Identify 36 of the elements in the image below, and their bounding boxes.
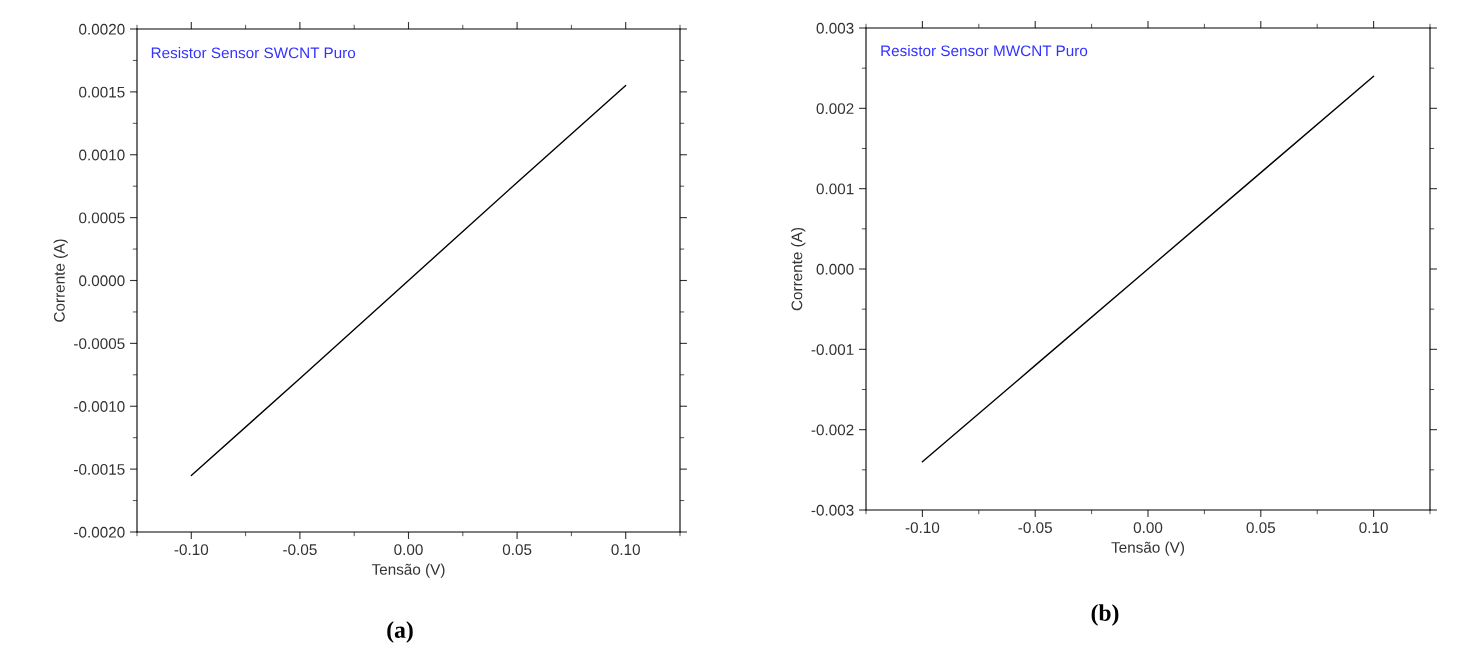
y-tick-label: -0.003 bbox=[811, 504, 854, 516]
x-axis-title: Tensão (V) bbox=[1111, 541, 1184, 556]
x-tick-label: 0.00 bbox=[1133, 522, 1163, 534]
y-tick-label: 0.003 bbox=[816, 22, 854, 34]
text: (b) bbox=[1091, 604, 1119, 626]
y-tick-label: 0.0010 bbox=[79, 149, 125, 161]
y-tick-label: 0.0015 bbox=[79, 86, 125, 98]
x-tick-label: 0.05 bbox=[502, 544, 532, 556]
y-tick-label: -0.0015 bbox=[74, 463, 125, 475]
y-tick-label: -0.0020 bbox=[74, 526, 125, 538]
x-tick-label: -0.05 bbox=[283, 544, 317, 556]
y-tick-label: 0.0020 bbox=[79, 23, 125, 35]
y-tick-label: 0.000 bbox=[816, 263, 854, 275]
y-tick-label: -0.002 bbox=[811, 424, 854, 436]
y-axis-title: Corrente (A) bbox=[53, 239, 68, 322]
y-tick-label: 0.0005 bbox=[79, 212, 125, 224]
x-tick-label: -0.05 bbox=[1018, 522, 1052, 534]
x-tick-label: 0.10 bbox=[611, 544, 640, 556]
y-tick-label: 0.001 bbox=[816, 183, 854, 195]
text: Resistor Sensor SWCNT Puro bbox=[151, 47, 356, 59]
text: (a) bbox=[387, 621, 413, 643]
line-series bbox=[921, 75, 1375, 463]
y-tick-label: 0.0000 bbox=[79, 275, 125, 287]
y-tick-label: -0.0010 bbox=[74, 401, 125, 412]
y-tick-label: -0.001 bbox=[811, 344, 854, 356]
line-series bbox=[190, 84, 627, 477]
x-tick-label: 0.00 bbox=[394, 544, 423, 556]
y-tick-label: -0.0005 bbox=[74, 338, 125, 350]
text: Resistor Sensor MWCNT Puro bbox=[881, 44, 1088, 57]
y-axis-title: Corrente (A) bbox=[791, 227, 806, 311]
x-tick-label: -0.10 bbox=[174, 544, 209, 556]
x-tick-label: 0.10 bbox=[1359, 522, 1388, 534]
x-axis-title: Tensão (V) bbox=[371, 563, 445, 578]
x-tick-label: -0.10 bbox=[905, 522, 940, 534]
y-tick-label: 0.002 bbox=[816, 103, 854, 115]
x-tick-label: 0.05 bbox=[1246, 522, 1276, 534]
